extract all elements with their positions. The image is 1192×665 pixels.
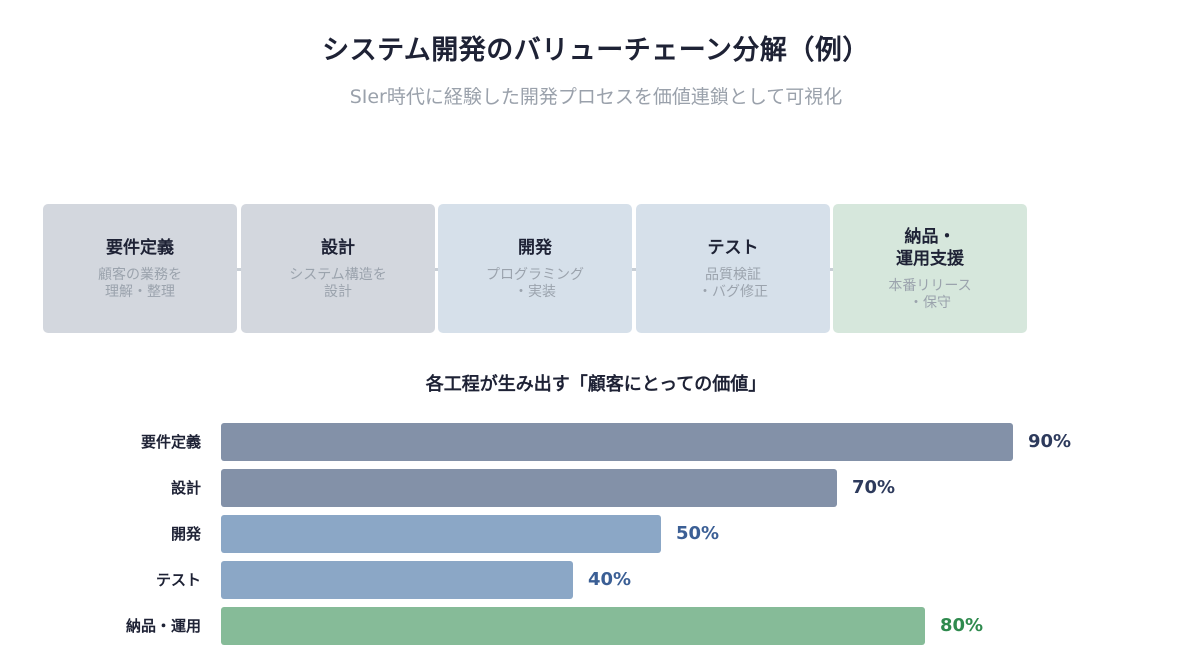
value-label: 90% [1028, 431, 1072, 452]
stage-name: テスト [707, 237, 759, 258]
value-chain: 要件定義 顧客の業務を 理解・整理 設計 システム構造を 設計 開発 プログラミ… [43, 204, 1028, 334]
category-label: 納品・運用 [125, 617, 201, 635]
value-bar-chart: 要件定義 設計 開発 テスト 納品・運用 90% 70% 50% 40% 80% [0, 415, 1192, 655]
stage-development: 開発 プログラミング ・実装 [438, 204, 632, 333]
stage-name: 納品・ 運用支援 [896, 226, 964, 269]
value-label: 70% [852, 477, 896, 498]
category-label: 要件定義 [140, 433, 201, 451]
value-label: 40% [588, 569, 632, 590]
stage-delivery: 納品・ 運用支援 本番リリース ・保守 [833, 204, 1027, 333]
stage-test: テスト 品質検証 ・バグ修正 [636, 204, 830, 333]
stage-desc: 本番リリース ・保守 [888, 277, 972, 311]
stage-desc: システム構造を 設計 [289, 266, 387, 300]
chain-connector [233, 268, 245, 271]
stage-name: 要件定義 [106, 237, 174, 258]
bar [221, 469, 837, 507]
stage-requirements: 要件定義 顧客の業務を 理解・整理 [43, 204, 237, 333]
value-label: 80% [940, 615, 984, 636]
stage-desc: 品質検証 ・バグ修正 [698, 266, 768, 300]
stage-design: 設計 システム構造を 設計 [241, 204, 435, 333]
chain-connector [431, 268, 443, 271]
bar [221, 561, 573, 599]
category-label: 設計 [170, 479, 201, 497]
value-label: 50% [676, 523, 720, 544]
page-subtitle: SIer時代に経験した開発プロセスを価値連鎖として可視化 [349, 86, 843, 108]
stage-desc: プログラミング ・実装 [486, 266, 584, 300]
chain-connector [628, 268, 640, 271]
stage-name: 設計 [321, 237, 355, 258]
page-title: システム開発のバリューチェーン分解（例） [322, 35, 870, 66]
bar [221, 607, 925, 645]
stage-name: 開発 [518, 237, 552, 258]
bar [221, 423, 1013, 461]
chart-title: 各工程が生み出す「顧客にとっての価値」 [425, 374, 767, 395]
chain-connector [826, 268, 838, 271]
stage-desc: 顧客の業務を 理解・整理 [98, 266, 182, 300]
category-label: 開発 [170, 525, 201, 543]
bar [221, 515, 661, 553]
category-label: テスト [155, 571, 201, 589]
